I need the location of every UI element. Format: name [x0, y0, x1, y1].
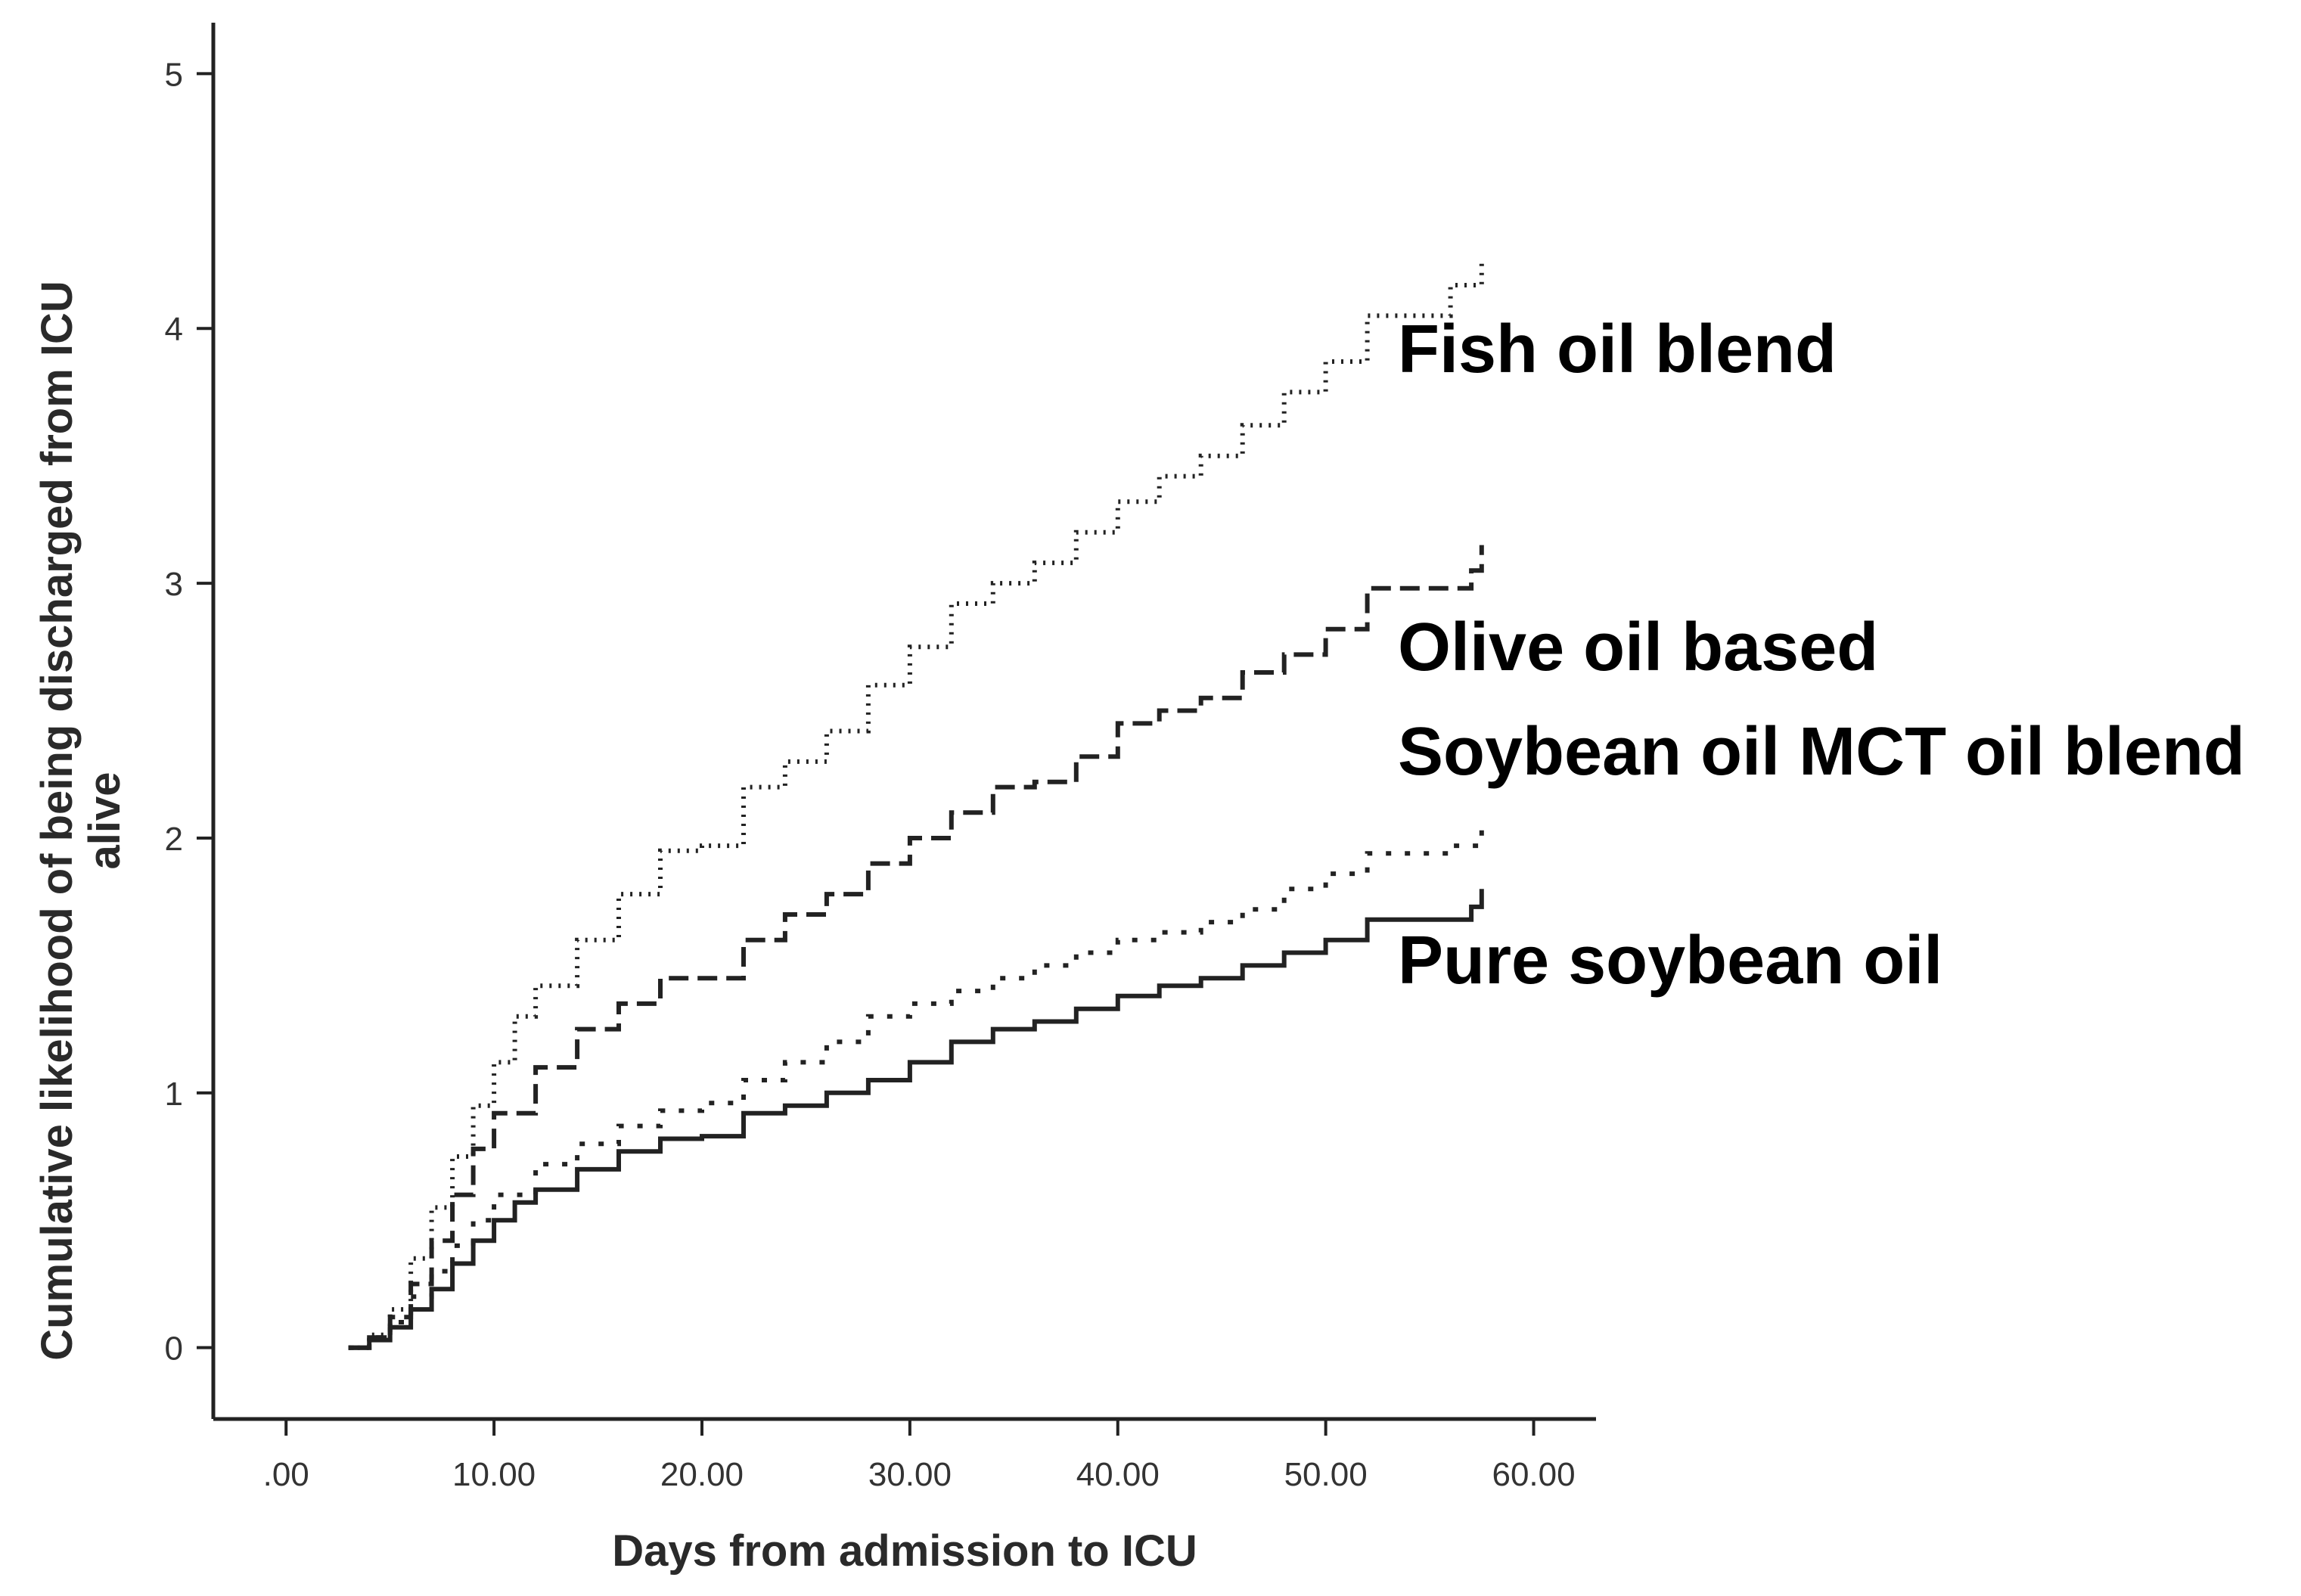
- y-axis-title-line1: Cumulative likelihood of being discharge…: [33, 281, 82, 1361]
- x-tick-label: .00: [263, 1456, 309, 1493]
- x-tick-label: 30.00: [868, 1456, 952, 1493]
- series-line-2: [348, 825, 1484, 1350]
- x-tick-label: 10.00: [452, 1456, 536, 1493]
- y-axis-title-line2: alive: [80, 772, 129, 870]
- y-tick-label: 5: [165, 56, 183, 93]
- y-tick-label: 4: [165, 311, 183, 348]
- axes: [211, 23, 1596, 1421]
- series-labels: Fish oil blend Olive oil based Soybean oil…: [1398, 312, 2245, 998]
- y-tick-label: 3: [165, 566, 183, 603]
- x-tick-label: 60.00: [1492, 1456, 1575, 1493]
- ticks: .00 10.00 20.00 30.00 40.00 50.00 60.00 0 1 2 3 4 5: [165, 56, 1576, 1493]
- series-label-2: Soybean oil MCT oil blend: [1398, 714, 2245, 790]
- series-label-3: Pure soybean oil: [1398, 923, 1942, 998]
- series-lines: [348, 256, 1484, 1350]
- series-label-1: Olive oil based: [1398, 610, 1878, 685]
- x-tick-label: 50.00: [1284, 1456, 1368, 1493]
- series-line-0: [348, 256, 1484, 1350]
- series-line-1: [348, 545, 1484, 1350]
- y-tick-label: 0: [165, 1331, 183, 1368]
- series-label-0: Fish oil blend: [1398, 312, 1837, 387]
- x-tick-label: 20.00: [660, 1456, 744, 1493]
- x-tick-label: 40.00: [1076, 1456, 1160, 1493]
- y-tick-label: 2: [165, 821, 183, 858]
- x-axis-title: Days from admission to ICU: [612, 1526, 1197, 1576]
- series-line-3: [348, 889, 1484, 1350]
- y-tick-label: 1: [165, 1076, 183, 1113]
